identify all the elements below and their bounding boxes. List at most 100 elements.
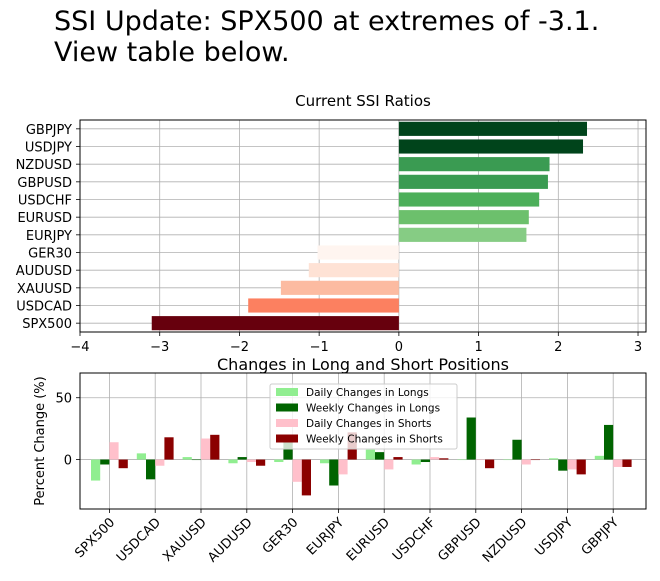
y-tick-label: USDJPY: [25, 141, 72, 156]
bar-usdjpy-series-2: [558, 459, 568, 471]
x-tick-label: EURJPY: [304, 515, 347, 558]
legend-label: Weekly Changes in Shorts: [306, 434, 443, 446]
bar-xauusd-series-2: [191, 459, 201, 461]
x-tick-label: USDJPY: [532, 515, 576, 559]
legend: Daily Changes in Longs Weekly Changes in …: [269, 383, 458, 450]
bar-usdcad-series-1: [136, 453, 146, 460]
bar-usdjpy-series-1: [549, 458, 559, 460]
y-tick-label: EURJPY: [26, 229, 72, 244]
bar-eurjpy-series-3: [338, 459, 348, 475]
x-tick-label: 1: [474, 340, 482, 355]
bar-usdcad: [248, 298, 399, 313]
bar-gbpjpy-series-1: [594, 455, 604, 460]
x-tick-label: USDCAD: [114, 515, 164, 565]
x-tick-label: USDCHF: [390, 515, 439, 564]
bar-eurjpy-series-1: [320, 459, 330, 464]
bar-usdchf-series-1: [411, 459, 421, 465]
y-tick-label: 0: [64, 454, 72, 469]
bar-ger30-series-1: [274, 459, 284, 463]
bar-audusd-series-3: [246, 459, 256, 463]
bar-xauusd-series-1: [182, 457, 192, 460]
legend-swatch: [276, 388, 298, 396]
x-tick-label: −3: [150, 340, 169, 355]
y-tick-label: GER30: [28, 247, 72, 262]
headline-line-2: View table below.: [54, 37, 290, 68]
bar-eurjpy-series-2: [329, 459, 339, 486]
x-tick-label: AUDUSD: [205, 515, 255, 565]
bar-gbpjpy-series-4: [622, 459, 632, 467]
bar-eurusd-series-4: [393, 457, 403, 460]
x-tick-label: 0: [395, 340, 403, 355]
y-tick-label: 50: [55, 392, 72, 407]
y-tick-label: NZDUSD: [16, 158, 72, 173]
plot-frame: [79, 372, 647, 510]
ssi-ratios-chart: Current SSI Ratios −4 −3 −2 −1 0 1 2 3 GBPJPY USDJ…: [16, 92, 647, 355]
bar-xauusd: [280, 280, 399, 295]
bar-usdjpy-series-3: [567, 459, 577, 470]
bar-eurusd: [398, 210, 529, 225]
bar-usdchf-series-3: [430, 457, 440, 460]
bar-gbpusd-series-2: [466, 417, 476, 460]
chart-title: Changes in Long and Short Positions: [217, 355, 509, 374]
y-axis-label: Percent Change (%): [33, 376, 48, 505]
legend-label: Daily Changes in Longs: [306, 387, 429, 399]
bar-spx500-series-3: [109, 442, 119, 460]
bar-spx500-series-1: [91, 459, 101, 481]
legend-box: [269, 383, 458, 450]
bar-gbpusd-series-3: [475, 459, 485, 461]
bar-nzdusd-series-4: [530, 459, 540, 461]
bar-spx500: [151, 316, 399, 331]
bar-spx500-series-2: [100, 459, 110, 465]
headline-line-1: SSI Update: SPX500 at extremes of -3.1.: [54, 6, 600, 37]
bar-usdcad-series-4: [164, 437, 174, 460]
bar-usdcad-series-3: [155, 459, 165, 466]
bar-usdcad-series-2: [146, 459, 156, 480]
bar-audusd: [308, 263, 399, 278]
bar-eurusd-series-3: [384, 459, 394, 470]
bar-gbpjpy-series-3: [613, 459, 623, 467]
bar-nzdusd-series-2: [512, 439, 522, 460]
x-tick-label: GER30: [260, 515, 302, 557]
bar-nzdusd: [398, 157, 550, 172]
legend-swatch: [276, 403, 298, 412]
x-tick-label: SPX500: [72, 515, 118, 561]
bar-audusd-series-2: [237, 457, 247, 460]
x-tick-label: GBPUSD: [435, 515, 484, 564]
bar-gbpjpy-series-2: [604, 424, 614, 460]
bar-usdchf-series-4: [439, 458, 449, 460]
x-tick-label: GBPJPY: [579, 515, 622, 558]
legend-swatch: [276, 434, 298, 443]
bar-usdchf-series-2: [420, 459, 430, 463]
legend-label: Weekly Changes in Longs: [306, 403, 440, 415]
bar-gbpusd: [398, 174, 548, 189]
plot-frame: [79, 119, 647, 333]
y-tick-label: GBPJPY: [26, 123, 72, 138]
bar-usdchf: [398, 192, 540, 207]
y-tick-label: XAUUSD: [17, 282, 72, 297]
bar-spx500-series-4: [118, 459, 128, 469]
bar-usdjpy-series-4: [576, 459, 586, 475]
headline: SSI Update: SPX500 at extremes of -3.1. …: [54, 6, 599, 68]
bar-gbpusd-series-1: [457, 459, 467, 461]
bar-gbpjpy: [398, 121, 588, 136]
bar-usdjpy: [398, 139, 584, 154]
x-tick-label: −4: [70, 340, 89, 355]
x-tick-label: 3: [634, 340, 642, 355]
x-tick-label: EURUSD: [344, 515, 393, 564]
y-tick-label: GBPUSD: [17, 176, 72, 191]
bar-nzdusd-series-3: [521, 459, 531, 465]
bar-gbpusd-series-4: [485, 459, 495, 469]
bar-xauusd-series-3: [201, 438, 211, 460]
chart-title: Current SSI Ratios: [295, 92, 431, 110]
bar-nzdusd-series-1: [503, 459, 513, 461]
legend-label: Daily Changes in Shorts: [306, 418, 431, 430]
bar-eurjpy: [398, 227, 527, 242]
x-tick-label: −1: [310, 340, 329, 355]
bar-ger30-series-3: [292, 459, 302, 482]
y-tick-label: AUDUSD: [16, 264, 72, 279]
bar-eurusd-series-2: [375, 452, 385, 460]
y-tick-label: USDCHF: [18, 194, 72, 209]
x-tick-label: XAUUSD: [160, 515, 210, 565]
bar-ger30-series-4: [301, 459, 311, 496]
